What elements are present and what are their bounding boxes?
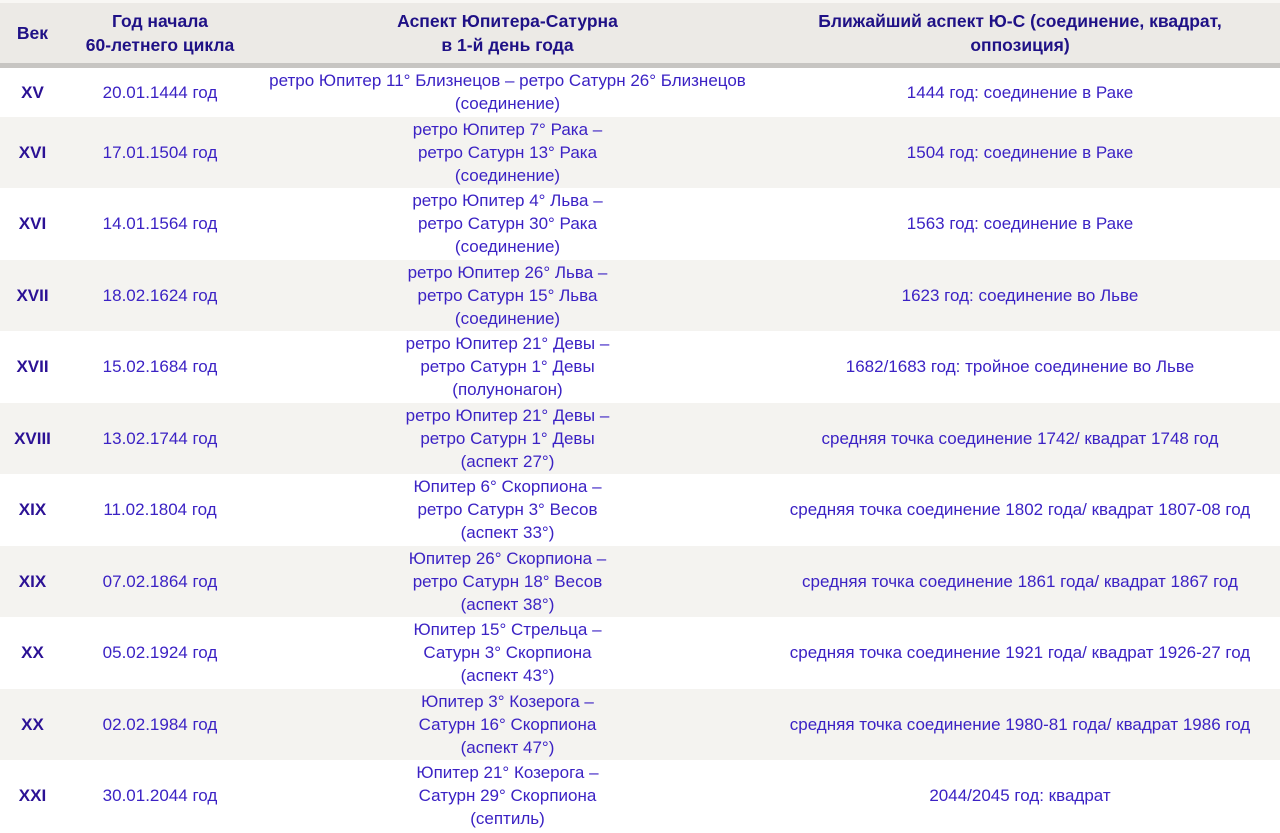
table-row: XVIII 13.02.1744 год ретро Юпитер 21° Девы…	[0, 402, 1280, 474]
aspect-first-day-cell: ретро Юпитер 7° Рака – ретро Сатурн 13° …	[412, 119, 603, 185]
century-cell: XVII	[16, 357, 49, 377]
aspect-first-day-cell: ретро Юпитер 21° Девы – ретро Сатурн 1° …	[405, 334, 610, 400]
century-cell: XX	[21, 714, 44, 734]
nearest-aspect-cell: средняя точка соединение 1802 года/ квад…	[789, 500, 1251, 520]
century-cell: XX	[21, 643, 44, 663]
century-cell: XVI	[18, 214, 47, 234]
nearest-aspect-cell: 1504 год: соединение в Раке	[906, 142, 1134, 162]
century-cell: XVIII	[14, 428, 51, 448]
nearest-aspect-cell: средняя точка соединение 1980-81 года/ к…	[789, 714, 1251, 734]
table-row: XVII 18.02.1624 год ретро Юпитер 26° Льва …	[0, 259, 1280, 331]
nearest-aspect-cell: средняя точка соединение 1742/ квадрат 1…	[821, 428, 1219, 448]
table-row: XXI 30.01.2044 год Юпитер 21° Козерога – С…	[0, 760, 1280, 832]
table-row: XV 20.01.1444 год ретро Юпитер 11° Близнец…	[0, 65, 1280, 117]
table-row: XIX 07.02.1864 год Юпитер 26° Скорпиона – …	[0, 545, 1280, 617]
aspect-first-day-cell: ретро Юпитер 21° Девы – ретро Сатурн 1° …	[405, 405, 610, 471]
table-row: XVI 14.01.1564 год ретро Юпитер 4° Льва – …	[0, 188, 1280, 260]
century-cell: XIX	[18, 571, 47, 591]
cycle-start-year-cell: 05.02.1924 год	[102, 643, 218, 663]
table-header: Век Год начала 60-летнего цикла Аспект Ю…	[0, 0, 1280, 68]
column-header-cycle-start-year: Год начала 60-летнего цикла	[65, 0, 255, 68]
cycle-start-year-cell: 30.01.2044 год	[102, 786, 218, 806]
nearest-aspect-cell: 1444 год: соединение в Раке	[906, 82, 1134, 102]
table-row: XX 05.02.1924 год Юпитер 15° Стрельца – Са…	[0, 617, 1280, 689]
aspect-first-day-cell: Юпитер 21° Козерога – Сатурн 29° Скорпио…	[416, 763, 599, 829]
column-header-nearest-aspect: Ближайший аспект Ю-С (соединение, квадра…	[760, 0, 1280, 68]
century-cell: XIX	[18, 500, 47, 520]
column-header-aspect-first-day: Аспект Юпитера-Сатурна в 1-й день года	[255, 0, 760, 68]
cycle-start-year-cell: 18.02.1624 год	[102, 285, 218, 305]
cycle-start-year-cell: 13.02.1744 год	[102, 428, 218, 448]
cycle-start-year-cell: 17.01.1504 год	[102, 142, 218, 162]
header-row: Век Год начала 60-летнего цикла Аспект Ю…	[0, 0, 1280, 68]
table-row: XVI 17.01.1504 год ретро Юпитер 7° Рака – …	[0, 116, 1280, 188]
aspect-first-day-cell: Юпитер 3° Козерога – Сатурн 16° Скорпион…	[418, 691, 597, 757]
cycle-start-year-cell: 14.01.1564 год	[102, 214, 218, 234]
column-header-century: Век	[0, 0, 65, 68]
aspect-first-day-cell: Юпитер 15° Стрельца – Сатурн 3° Скорпион…	[413, 620, 602, 686]
cycle-start-year-cell: 20.01.1444 год	[102, 82, 218, 102]
century-cell: XXI	[18, 786, 47, 806]
aspect-first-day-cell: Юпитер 6° Скорпиона – ретро Сатурн 3° Ве…	[413, 477, 602, 543]
aspect-first-day-cell: Юпитер 26° Скорпиона – ретро Сатурн 18° …	[408, 548, 607, 614]
nearest-aspect-cell: 1623 год: соединение во Льве	[901, 285, 1139, 305]
table-body: XV 20.01.1444 год ретро Юпитер 11° Близнец…	[0, 65, 1280, 832]
table-row: XX 02.02.1984 год Юпитер 3° Козерога – Сат…	[0, 688, 1280, 760]
century-cell: XV	[21, 82, 44, 102]
nearest-aspect-cell: средняя точка соединение 1921 года/ квад…	[789, 643, 1251, 663]
nearest-aspect-cell: 1563 год: соединение в Раке	[906, 214, 1134, 234]
aspect-first-day-cell: ретро Юпитер 4° Льва – ретро Сатурн 30° …	[412, 191, 603, 257]
cycle-start-year-cell: 15.02.1684 год	[102, 357, 218, 377]
century-cell: XVII	[16, 285, 49, 305]
nearest-aspect-cell: 2044/2045 год: квадрат	[929, 786, 1111, 806]
table-row: XVII 15.02.1684 год ретро Юпитер 21° Девы …	[0, 331, 1280, 403]
aspect-first-day-cell: ретро Юпитер 11° Близнецов – ретро Сатур…	[269, 71, 746, 114]
nearest-aspect-cell: 1682/1683 год: тройное соединение во Льв…	[845, 357, 1195, 377]
nearest-aspect-cell: средняя точка соединение 1861 года/ квад…	[802, 571, 1238, 591]
cycle-start-year-cell: 11.02.1804 год	[103, 500, 217, 520]
cycle-start-year-cell: 07.02.1864 год	[102, 571, 218, 591]
cycle-start-year-cell: 02.02.1984 год	[102, 714, 218, 734]
century-cell: XVI	[18, 142, 47, 162]
table-row: XIX 11.02.1804 год Юпитер 6° Скорпиона – р…	[0, 474, 1280, 546]
aspect-first-day-cell: ретро Юпитер 26° Льва – ретро Сатурн 15°…	[407, 262, 608, 328]
